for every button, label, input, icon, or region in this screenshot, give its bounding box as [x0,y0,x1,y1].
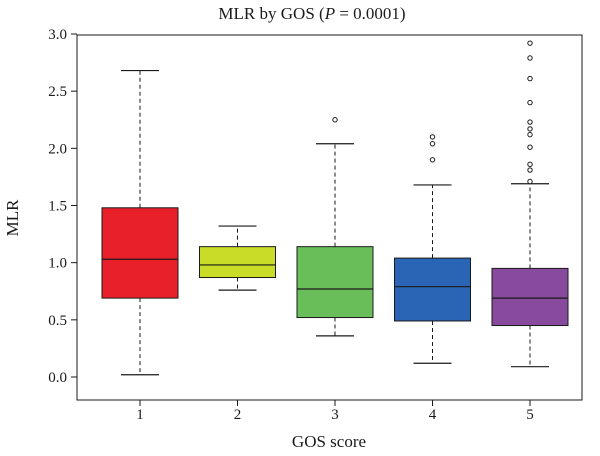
box-4 [394,134,471,364]
y-tick-label: 1.0 [48,256,67,272]
x-tick-label: 2 [234,407,242,423]
chart-title-main: MLR by GOS ( [218,4,325,23]
iqr-box [101,207,179,299]
box-group [101,40,569,376]
outlier-point [429,157,436,163]
outlier-point [527,55,533,61]
outlier-point [527,126,533,132]
outlier-point [332,117,338,123]
y-tick-label: 3.0 [48,27,67,43]
outlier-point [429,134,436,140]
chart-title-rest: = 0.0001) [335,4,406,23]
iqr-box [394,257,471,322]
x-axis-label: GOS score [292,432,366,451]
y-axis-label: MLR [3,199,22,237]
plot-frame [76,34,583,401]
outlier-point [527,75,533,82]
y-tick-label: 0.0 [48,370,67,386]
outlier-point [527,167,533,173]
outlier-point [527,178,533,185]
outlier-point [527,131,533,138]
x-axis: 1 2 3 4 5 [136,400,534,423]
y-axis: 0.0 0.5 1.0 1.5 2.0 2.5 3.0 [48,27,77,386]
iqr-box [296,246,374,319]
x-tick-label: 5 [526,407,534,423]
x-tick-label: 4 [429,407,437,423]
x-tick-label: 1 [136,407,144,423]
y-tick-label: 2.5 [48,84,67,100]
chart-title-p: P [324,4,335,23]
outlier-point [527,144,533,150]
x-tick-label: 3 [331,407,339,423]
y-tick-label: 0.5 [48,313,67,329]
outlier-point [527,40,533,46]
outlier-point [429,141,436,147]
box-1 [101,69,179,376]
box-3 [296,117,374,337]
outlier-point [527,99,533,106]
outlier-point [527,161,533,168]
y-tick-label: 1.5 [48,199,67,215]
box-5 [491,40,569,368]
iqr-box [491,267,569,327]
y-tick-label: 2.0 [48,141,67,157]
box-2 [199,225,276,291]
iqr-box [199,246,276,279]
chart-title: MLR by GOS (P = 0.0001) [218,4,405,23]
outlier-point [527,119,533,125]
